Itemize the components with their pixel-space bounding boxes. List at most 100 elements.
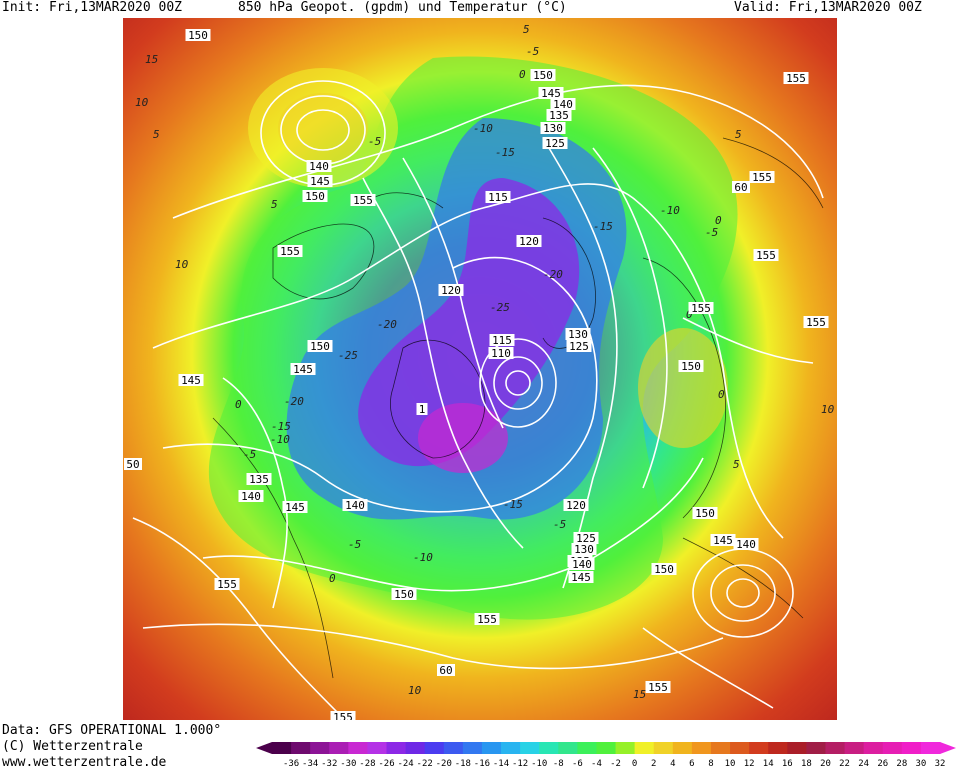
contour-label-box <box>489 334 515 346</box>
contour-label-text: 140 <box>345 499 365 512</box>
isotherm-label: 10 <box>175 258 189 271</box>
contour-label-box <box>540 122 566 134</box>
contour-label-text: 155 <box>477 613 497 626</box>
contour-label: 150 <box>678 360 704 373</box>
contour-label-text: 140 <box>736 538 756 551</box>
isotherm-label: -10 <box>660 204 680 217</box>
contour-label-box <box>803 316 829 328</box>
scale-color-swatch <box>443 742 464 754</box>
contour-label-text: 140 <box>572 558 592 571</box>
color-scale-ticks: -36 -34 -32 -30 -28 -26 -24 -22 -20 -18 -16 -14 -12-… <box>283 759 945 768</box>
scale-color-swatch <box>291 742 311 754</box>
contour-label-box <box>563 499 589 511</box>
contour-label-text: 150 <box>654 563 674 576</box>
scale-tick-label: -20 <box>436 759 452 768</box>
scale-color-swatch <box>920 742 941 754</box>
contour-label-box <box>238 490 264 502</box>
contour-label-text: 155 <box>333 711 353 720</box>
scale-color-swatch <box>672 742 693 754</box>
contour-label: 155 <box>350 194 376 207</box>
contour-label-box <box>307 175 333 187</box>
scale-color-swatch <box>520 742 540 754</box>
scale-color-swatch <box>424 742 445 754</box>
scale-tick-label: -10 <box>531 759 547 768</box>
isotherm-label: -15 <box>593 220 613 233</box>
scale-tick-label: 0 <box>632 759 637 768</box>
contour-label-text: 135 <box>549 109 569 122</box>
contour-label-text: 120 <box>519 235 539 248</box>
contour-label: 145 <box>568 571 594 584</box>
contour-label-text: 130 <box>543 122 563 135</box>
contour-label-box <box>416 403 428 415</box>
contour-label: 155 <box>474 613 500 626</box>
contour-label-text: 60 <box>439 664 452 677</box>
isotherm-label: 5 <box>733 458 740 471</box>
contour-label-box <box>330 711 356 720</box>
contour-label-text: 155 <box>786 72 806 85</box>
contour-label-text: 155 <box>353 194 373 207</box>
isotherm-label: -15 <box>503 498 523 511</box>
contour-label: 155 <box>688 302 714 315</box>
contour-label-text: 125 <box>576 532 596 545</box>
scale-tick-label: 6 <box>689 759 694 768</box>
coldest-core <box>418 403 508 473</box>
contour-label-text: 50 <box>126 458 139 471</box>
contour-label-box <box>542 137 568 149</box>
scale-color-swatch <box>558 742 578 754</box>
scale-tick-label: 26 <box>877 759 888 768</box>
scale-color-swatch <box>501 742 521 754</box>
contour-label: 155 <box>214 578 240 591</box>
contour-label: 155 <box>645 681 671 694</box>
contour-label: 115 <box>485 191 511 204</box>
isotherm-label: -10 <box>473 122 493 135</box>
scale-color-swatch <box>596 742 617 754</box>
isotherm-label: 0 <box>519 68 526 81</box>
copyright-label: (C) Wetterzentrale <box>2 739 143 754</box>
contour-label-text: 155 <box>648 681 668 694</box>
warm-pocket-core <box>278 93 368 163</box>
contour-label-box <box>277 245 303 257</box>
contour-label: 125 <box>573 532 599 545</box>
contour-label-text: 155 <box>691 302 711 315</box>
isotherm-label: 15 <box>633 688 646 701</box>
contour-label-text: 140 <box>241 490 261 503</box>
contour-label: 115 <box>489 334 515 347</box>
contour-label-text: 1 <box>419 403 426 416</box>
contour-label-box <box>568 571 594 583</box>
contour-label-box <box>178 374 204 386</box>
contour-label-text: 135 <box>249 473 269 486</box>
contour-label-box <box>302 190 328 202</box>
scale-tick-label: -28 <box>359 759 375 768</box>
contour-label-text: 145 <box>285 501 305 514</box>
contour-label-box <box>530 69 556 81</box>
contour-label: 140 <box>569 558 595 571</box>
scale-color-swatch <box>634 742 655 754</box>
contour-label: 125 <box>542 137 568 150</box>
contour-label-box <box>488 347 514 359</box>
scale-tick-label: 20 <box>820 759 831 768</box>
contour-label-box <box>783 72 809 84</box>
init-time-label: Init: Fri,13MAR2020 00Z <box>2 0 183 15</box>
scale-color-swatch <box>825 742 846 754</box>
contour-label: 50 <box>124 458 142 471</box>
isotherm-label: -5 <box>526 45 539 58</box>
isotherm-label: 10 <box>821 403 835 416</box>
scale-color-swatch <box>310 742 330 754</box>
contour-label-text: 125 <box>545 137 565 150</box>
isotherm-label: 10 <box>135 96 149 109</box>
contour-label: 150 <box>307 340 333 353</box>
contour-label-box <box>342 499 368 511</box>
scale-color-swatch <box>481 742 502 754</box>
contour-label-text: 150 <box>188 29 208 42</box>
website-link[interactable]: www.wetterzentrale.de <box>2 755 167 770</box>
contour-label: 110 <box>488 347 514 360</box>
contour-label: 60 <box>732 181 750 194</box>
contour-label-text: 110 <box>491 347 511 360</box>
scale-left-arrow <box>256 742 272 754</box>
isotherm-label: 0 <box>686 308 693 321</box>
scale-color-swatch <box>405 742 426 754</box>
contour-label-text: 155 <box>280 245 300 258</box>
contour-label: 150 <box>302 190 328 203</box>
contour-label-text: 150 <box>681 360 701 373</box>
scale-color-swatch <box>710 742 731 754</box>
